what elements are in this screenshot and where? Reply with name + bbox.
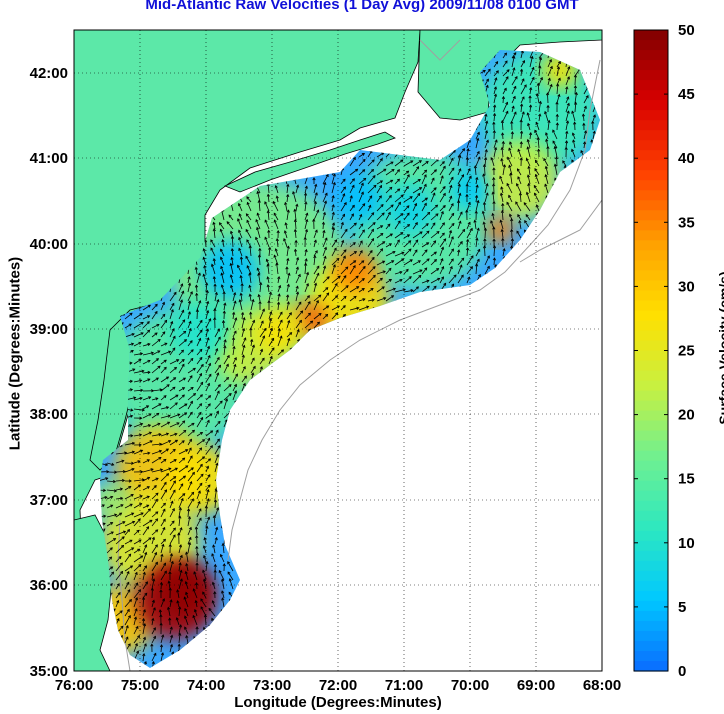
y-tick-label: 37:00: [30, 492, 68, 509]
x-tick-label: 70:00: [451, 677, 489, 694]
y-tick-label: 40:00: [30, 236, 68, 253]
y-tick-label: 38:00: [30, 406, 68, 423]
x-tick-label: 76:00: [55, 677, 93, 694]
colorbar-tick: 35: [678, 214, 695, 231]
bathymetry-contours: [117, 39, 602, 671]
land-mass-long-island: [223, 131, 396, 193]
colorbar-tick: 25: [678, 343, 695, 360]
colorbar-tick: 50: [678, 22, 695, 39]
x-tick-label: 73:00: [253, 677, 291, 694]
x-tick-labels: 76:00 75:00 74:00 73:00 72:00 71:00 70:00 69:00…: [55, 677, 621, 694]
x-tick-label: 75:00: [121, 677, 159, 694]
colorbar: [633, 29, 669, 672]
colorbar-tick: 45: [678, 86, 695, 103]
y-tick-labels: 42:00 41:00 40:00 39:00 38:00 37:00 36:00 35:00: [30, 65, 68, 680]
y-tick-label: 35:00: [30, 663, 68, 680]
y-axis-label: Latitude (Degrees:Minutes): [6, 256, 24, 451]
x-tick-label: 74:00: [187, 677, 225, 694]
colorbar-tick: 20: [678, 407, 695, 424]
x-axis-label: Longitude (Degrees:Minutes): [234, 694, 442, 711]
y-tick-label: 42:00: [30, 65, 68, 82]
colorbar-label: Surface Velocity (cm/s): [716, 271, 724, 425]
grid-lines: [74, 30, 602, 671]
y-tick-label: 39:00: [30, 321, 68, 338]
colorbar-tick: 5: [678, 599, 686, 616]
colorbar-tick: 0: [678, 663, 686, 680]
x-tick-label: 71:00: [385, 677, 423, 694]
colorbar-tick: 40: [678, 150, 695, 167]
x-tick-label: 72:00: [319, 677, 357, 694]
x-tick-label: 69:00: [517, 677, 555, 694]
x-tick-label: 68:00: [583, 677, 621, 694]
plot-frame: [73, 29, 603, 672]
land-mass-north-carolina: [74, 514, 113, 671]
colorbar-tick: 30: [678, 278, 695, 295]
y-tick-label: 36:00: [30, 577, 68, 594]
colorbar-tick: 15: [678, 471, 695, 488]
y-tick-label: 41:00: [30, 150, 68, 167]
colorbar-tick: 10: [678, 535, 695, 552]
chart-title: Mid-Atlantic Raw Velocities (1 Day Avg) …: [145, 0, 579, 13]
